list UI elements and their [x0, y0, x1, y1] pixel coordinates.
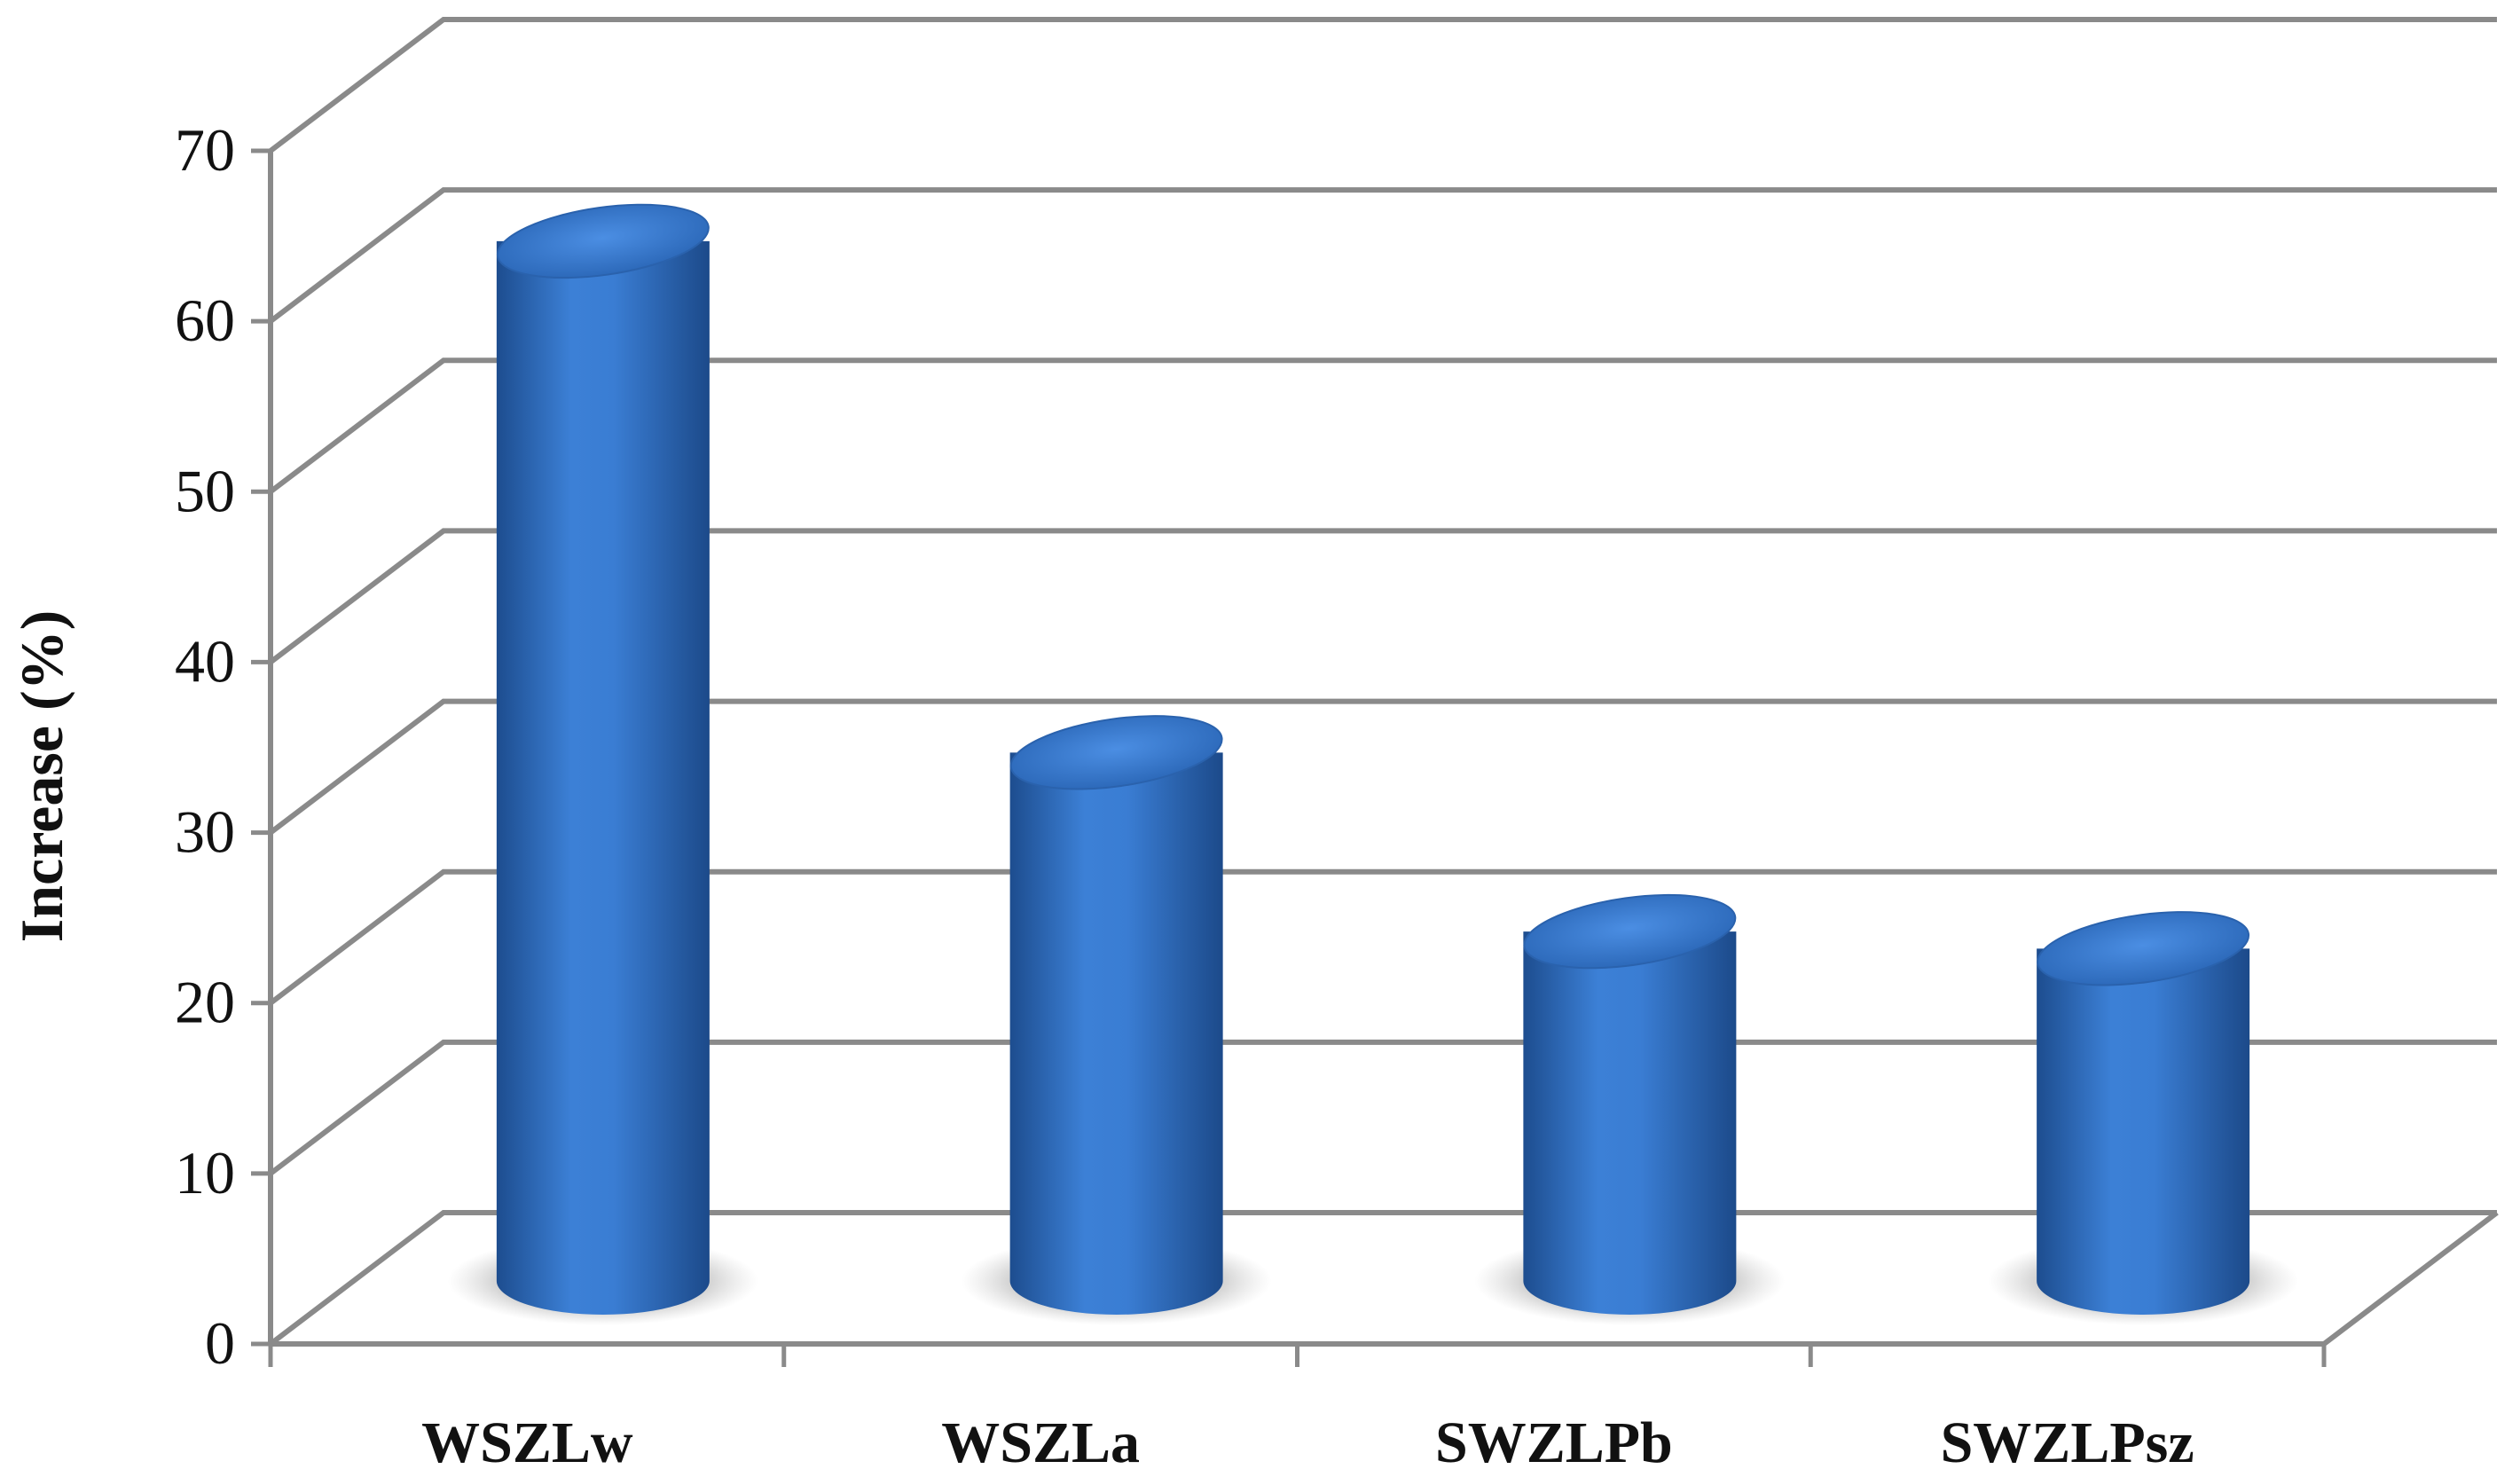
bar-body [1009, 752, 1223, 1315]
bar [1988, 911, 2299, 1325]
y-tick-label: 0 [205, 1309, 235, 1377]
x-axis-ticks: WSZLw WSZLa SWZLPb SWZLPsz [268, 1344, 2327, 1475]
bar [447, 203, 758, 1325]
x-tick-label: SWZLPsz [1941, 1410, 2194, 1475]
bar-top [1523, 893, 1737, 970]
bar [1474, 893, 1786, 1325]
gridline [269, 1039, 2497, 1176]
bars [447, 203, 2299, 1325]
y-tick-label: 50 [175, 457, 235, 524]
gridline [269, 698, 2497, 835]
bar-body [1523, 931, 1737, 1315]
gridline [269, 868, 2497, 1006]
gridline [269, 187, 2497, 324]
y-tick-label: 10 [175, 1139, 235, 1206]
bar-body [496, 240, 710, 1315]
y-tick-label: 70 [175, 116, 235, 184]
y-tick-label: 30 [175, 798, 235, 866]
gridline [269, 528, 2497, 664]
x-tick-label: WSZLa [941, 1410, 1140, 1475]
x-tick-label: WSZLw [421, 1410, 633, 1475]
bar-body [2037, 948, 2250, 1315]
gridline [269, 357, 2497, 494]
y-tick-label: 60 [175, 287, 235, 354]
x-tick-label: SWZLPb [1435, 1410, 1673, 1475]
y-tick-label: 20 [175, 969, 235, 1036]
gridlines [268, 17, 2499, 1347]
bar [961, 715, 1272, 1325]
gridline [269, 17, 2497, 153]
bar-top [496, 203, 710, 279]
bar-top [2037, 911, 2250, 986]
floor-right-edge [2322, 1210, 2499, 1347]
y-axis-ticks: 0 10 20 30 40 50 60 70 [175, 116, 271, 1377]
bar-top [1009, 715, 1223, 790]
gridline [269, 1210, 2497, 1347]
y-axis-title: Increase (%) [8, 610, 75, 943]
y-tick-label: 40 [175, 627, 235, 695]
